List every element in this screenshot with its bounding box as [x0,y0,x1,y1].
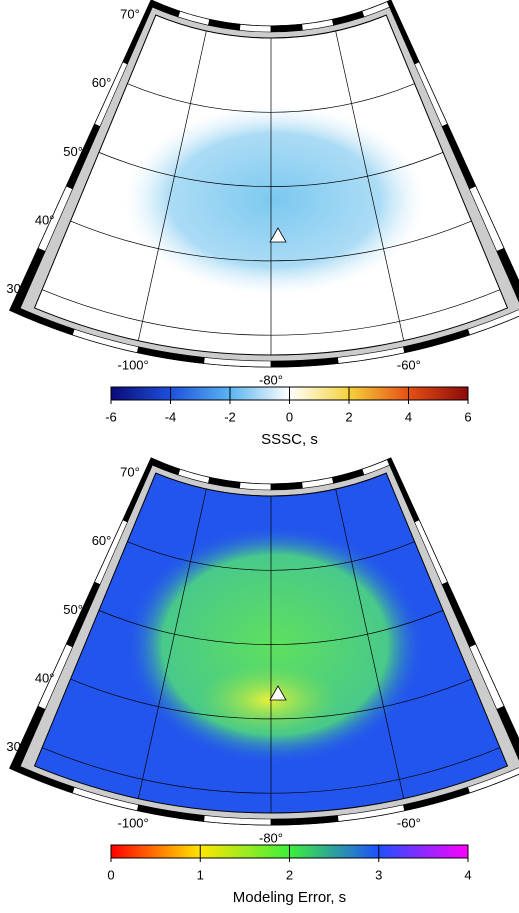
cb-label: SSSC, s [261,431,318,448]
lon-label: -80° [259,372,283,387]
lat-label: 50° [63,144,83,159]
cb-tick-label: 4 [405,409,412,424]
lon-label: -80° [259,830,283,845]
cb-tick-label: -6 [105,409,117,424]
frame-bar [467,309,519,336]
sssc-field [125,105,425,295]
meridian [137,488,207,799]
field-shading [125,525,425,765]
meridian [137,30,207,341]
station [269,227,287,243]
lat-label: 60° [92,533,112,548]
frame-bar [467,767,519,794]
cb-label: Modeling Error, s [233,889,346,906]
cb-tick-label: 2 [286,867,293,882]
cb-tick-label: -2 [224,409,236,424]
cb-tick-label: 1 [197,867,204,882]
lat-label: 40° [35,212,55,227]
lat-label: 60° [92,75,112,90]
field-shading [125,105,425,295]
lat-label: 30° [6,739,26,754]
map-panel: 70° 60° 50° 40° 30° -100° -80° -60° -6 -4 -2 0 2 4 6 SS… [6,0,519,448]
cb-tick-label: 6 [464,409,471,424]
lat-label: 70° [120,7,140,22]
lon-label: -60° [397,357,421,372]
frame-bar [496,247,519,303]
error-field [198,665,338,735]
cb-tick-label: 2 [345,409,352,424]
cb-tick-label: 0 [107,867,114,882]
lon-label: -60° [397,815,421,830]
lon-label: -100° [118,357,149,372]
cb-tick-label: 0 [286,409,293,424]
lat-label: 50° [63,602,83,617]
frame-bar [9,705,46,773]
lon-label: -100° [118,815,149,830]
cb-tick-label: 4 [464,867,471,882]
meridian [335,488,405,799]
map-panel: 70° 60° 50° 40° 30° -100° -80° -60° 0 1 2 3 4 Modelin… [6,457,519,906]
cb-tick-label: 3 [375,867,382,882]
station [269,685,287,701]
parallel [155,472,387,497]
lat-label: 40° [35,670,55,685]
lat-label: 70° [120,465,140,480]
meridian [335,30,405,341]
frame-bar [9,247,46,315]
lat-label: 30° [6,281,26,296]
parallel [155,14,387,39]
cb-tick-label: -4 [165,409,177,424]
frame-bar [496,705,519,761]
